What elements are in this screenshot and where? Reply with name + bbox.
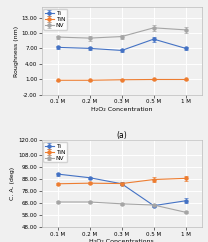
Y-axis label: Roughness (nm): Roughness (nm): [14, 25, 19, 76]
Legend: Ti, TiN, NV: Ti, TiN, NV: [43, 9, 67, 30]
Legend: Ti, TiN, NV: Ti, TiN, NV: [43, 142, 67, 162]
X-axis label: H₂O₂ Concentration: H₂O₂ Concentration: [91, 106, 152, 112]
Text: (a): (a): [116, 131, 127, 140]
Y-axis label: C. A. (deg): C. A. (deg): [10, 167, 15, 200]
X-axis label: H₂O₂ Concentrations: H₂O₂ Concentrations: [89, 239, 154, 242]
